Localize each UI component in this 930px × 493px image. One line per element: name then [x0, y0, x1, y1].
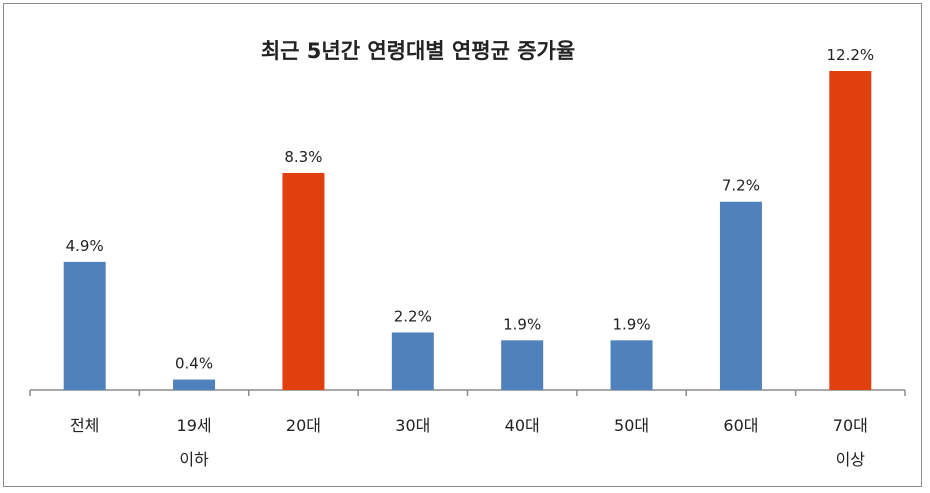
bar [391, 332, 434, 390]
x-tick-label: 이하 [179, 450, 209, 469]
data-label: 12.2% [826, 46, 874, 64]
data-label: 1.9% [503, 315, 541, 333]
bar [829, 71, 872, 390]
x-tick-label: 19세 [177, 416, 212, 435]
x-tick-label: 이상 [836, 450, 866, 469]
x-tick-label: 30대 [395, 416, 430, 435]
data-label: 1.9% [613, 315, 651, 333]
x-tick-label: 50대 [614, 416, 649, 435]
chart-title: 최근 5년간 연령대별 연평균 증가율 [261, 39, 575, 63]
bar [63, 261, 106, 390]
bar [719, 201, 762, 390]
data-label: 7.2% [722, 177, 760, 195]
x-tick-label: 전체 [70, 416, 99, 435]
bar [282, 172, 325, 390]
x-tick-label: 60대 [723, 416, 758, 435]
data-label: 0.4% [175, 355, 213, 373]
data-label: 4.9% [66, 237, 104, 255]
x-tick-label: 20대 [286, 416, 321, 435]
bar [501, 340, 544, 390]
chart-frame [3, 3, 922, 487]
bar [610, 340, 653, 390]
bar [173, 379, 216, 390]
data-label: 2.2% [394, 307, 432, 325]
x-tick-label: 40대 [505, 416, 540, 435]
data-label: 8.3% [284, 148, 322, 166]
x-tick-label: 70대 [833, 416, 868, 435]
